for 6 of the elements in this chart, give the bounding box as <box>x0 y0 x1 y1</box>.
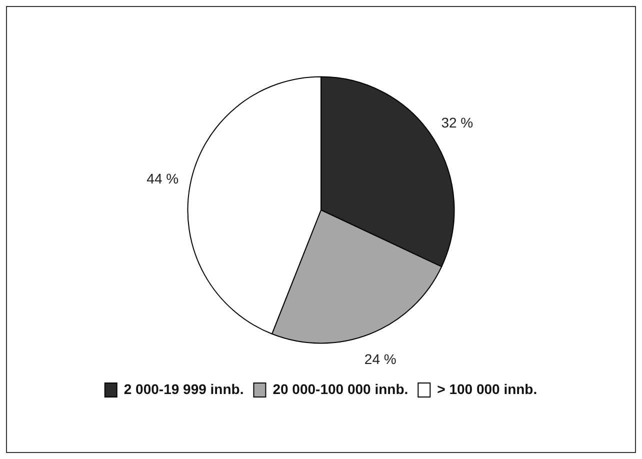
legend-label: 20 000-100 000 innb. <box>272 380 408 397</box>
data-label: 44 % <box>146 170 179 187</box>
data-label: 24 % <box>364 350 396 367</box>
data-label: 32 % <box>441 114 474 130</box>
legend-label: > 100 000 innb. <box>437 380 538 397</box>
legend-label: 2 000-19 999 innb. <box>124 380 244 397</box>
